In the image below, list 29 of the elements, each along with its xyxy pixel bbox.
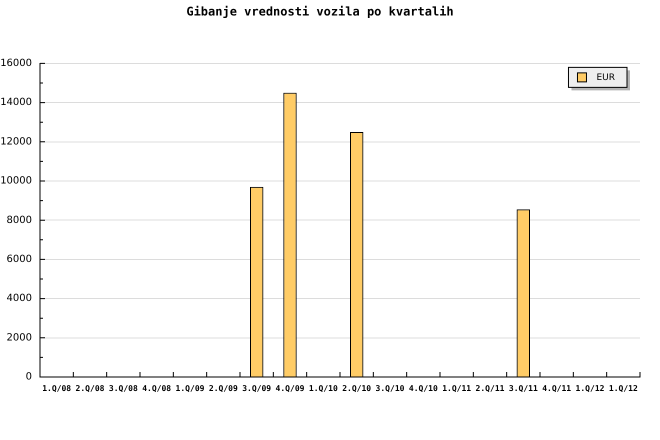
x-tick-label: 3.Q/08 <box>108 384 138 393</box>
y-tick-label: 16000 <box>0 58 32 69</box>
chart-title: Gibanje vrednosti vozila po kvartalih <box>186 4 454 18</box>
legend-label: EUR <box>596 73 616 84</box>
y-tick-label: 2000 <box>6 332 32 344</box>
x-tick-label: 2.Q/10 <box>342 384 372 393</box>
y-tick-label: 12000 <box>0 136 32 148</box>
x-tick-label: 2.Q/11 <box>476 384 505 393</box>
x-tick-label: 1.Q/11 <box>442 384 472 393</box>
x-tick-label: 2.Q/09 <box>208 384 238 393</box>
x-tick-label: 4.Q/09 <box>276 384 305 393</box>
y-tick-label: 4000 <box>6 293 32 304</box>
x-tick-label: 1.Q/09 <box>176 384 205 393</box>
y-tick-label: 6000 <box>6 254 32 265</box>
y-tick-label: 10000 <box>0 176 32 187</box>
x-tick-label: 3.Q/11 <box>508 384 538 393</box>
x-tick-label: 3.Q/09 <box>242 384 272 393</box>
y-tick-label: 0 <box>26 372 32 383</box>
x-tick-label: 4.Q/11 <box>542 384 572 393</box>
x-tick-label: 1.Q/12 <box>576 384 605 393</box>
x-tick-label: 3.Q/10 <box>376 384 405 393</box>
x-tick-label: 2.Q/08 <box>76 384 105 393</box>
x-tick-label: 1.Q/08 <box>42 384 72 393</box>
y-tick-label: 14000 <box>0 97 32 108</box>
x-tick-label: 4.Q/08 <box>142 384 172 393</box>
x-tick-label: 1.Q/12 <box>608 384 638 393</box>
x-tick-label: 4.Q/10 <box>408 384 438 393</box>
x-tick-label: 1.Q/10 <box>308 384 338 393</box>
y-tick-label: 8000 <box>6 214 32 226</box>
